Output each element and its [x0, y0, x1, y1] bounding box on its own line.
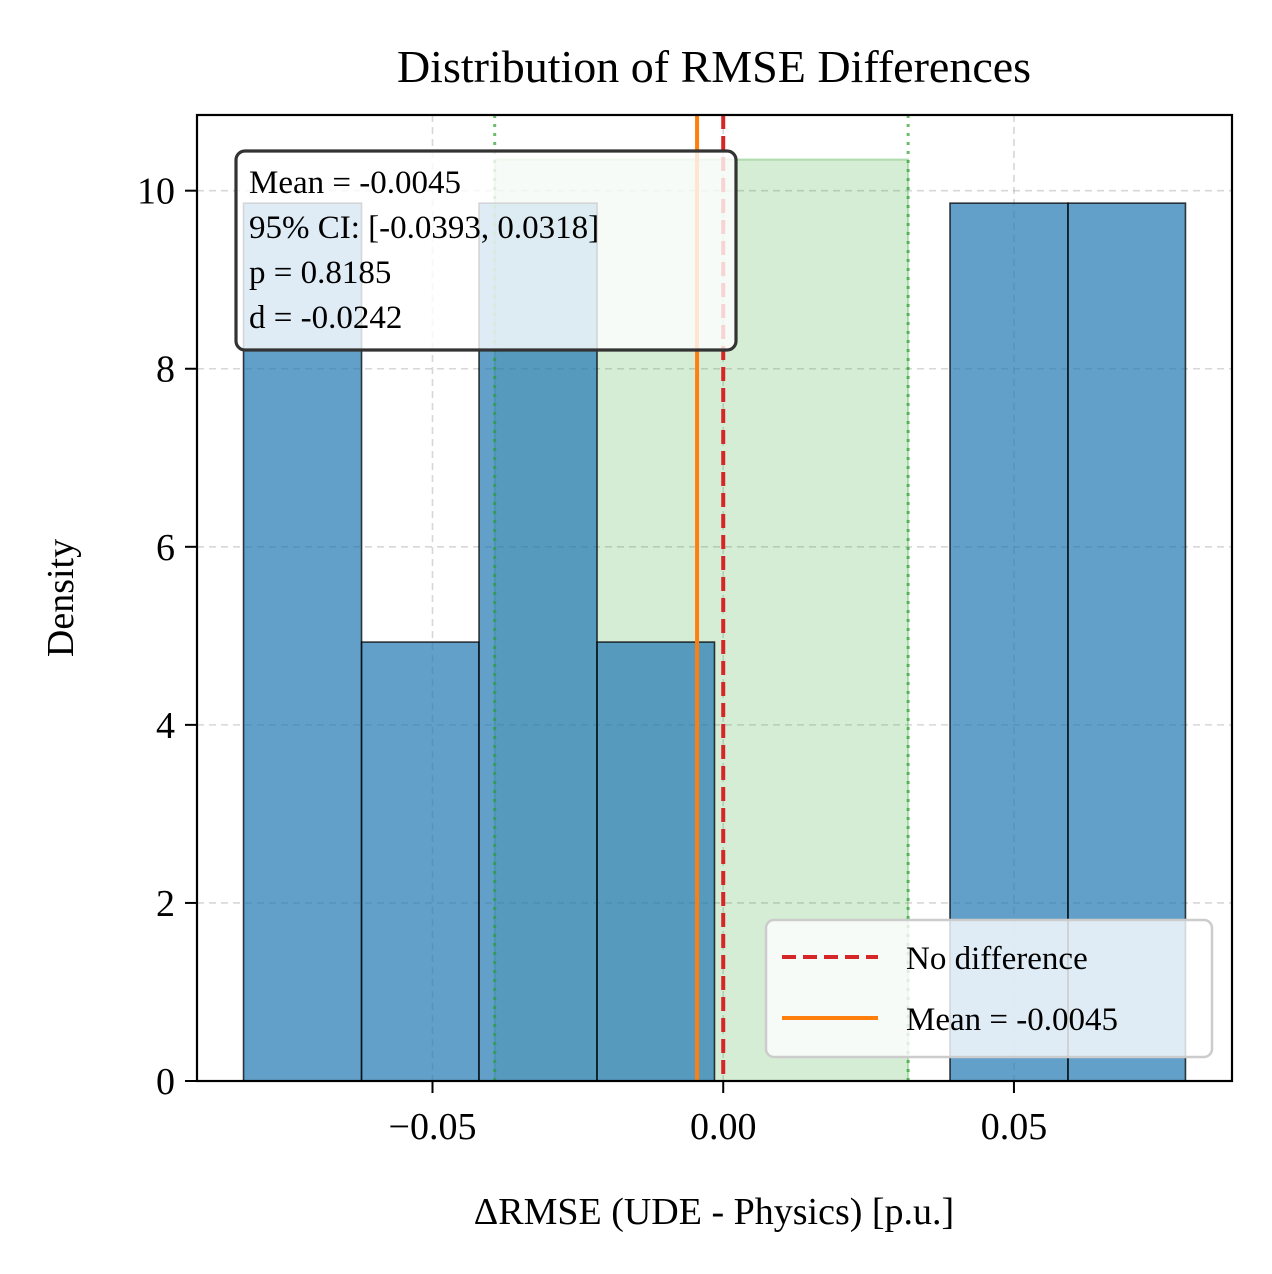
- y-axis-label: Density: [40, 539, 82, 657]
- legend: No difference Mean = -0.0045: [764, 918, 1214, 1059]
- histogram-bar-3: [596, 641, 716, 1082]
- chart-title: Distribution of RMSE Differences: [397, 41, 1031, 92]
- y-tick-label-2: 4: [156, 705, 175, 747]
- y-tick-label-4: 8: [156, 349, 175, 391]
- stats-p-value: p = 0.8185: [249, 255, 391, 291]
- stats-box: Mean = -0.0045 95% CI: [-0.0393, 0.0318]…: [234, 149, 738, 352]
- x-tick-label-1: 0.00: [690, 1106, 757, 1148]
- axes-frame: [195, 113, 1234, 1083]
- legend-label-no-difference: No difference: [906, 941, 1088, 977]
- y-tick-label-1: 2: [156, 883, 175, 925]
- stats-effect-size: d = -0.0242: [249, 300, 402, 336]
- stats-mean: Mean = -0.0045: [249, 165, 461, 201]
- x-tick-label-0: −0.05: [389, 1106, 477, 1148]
- stats-ci: 95% CI: [-0.0393, 0.0318]: [249, 210, 599, 246]
- axis-ticks: −0.05 0.00 0.05 0 2 4 6 8 10: [137, 171, 1047, 1148]
- legend-frame: [764, 918, 1214, 1059]
- y-tick-label-3: 6: [156, 527, 175, 569]
- y-tick-label-0: 0: [156, 1061, 175, 1103]
- histogram-bar-1: [360, 641, 480, 1082]
- legend-label-mean: Mean = -0.0045: [906, 1002, 1118, 1038]
- stats-box-frame: [234, 149, 738, 352]
- y-tick-label-5: 10: [137, 171, 175, 213]
- x-tick-label-2: 0.05: [981, 1106, 1048, 1148]
- x-axis-label: ΔRMSE (UDE - Physics) [p.u.]: [474, 1191, 954, 1233]
